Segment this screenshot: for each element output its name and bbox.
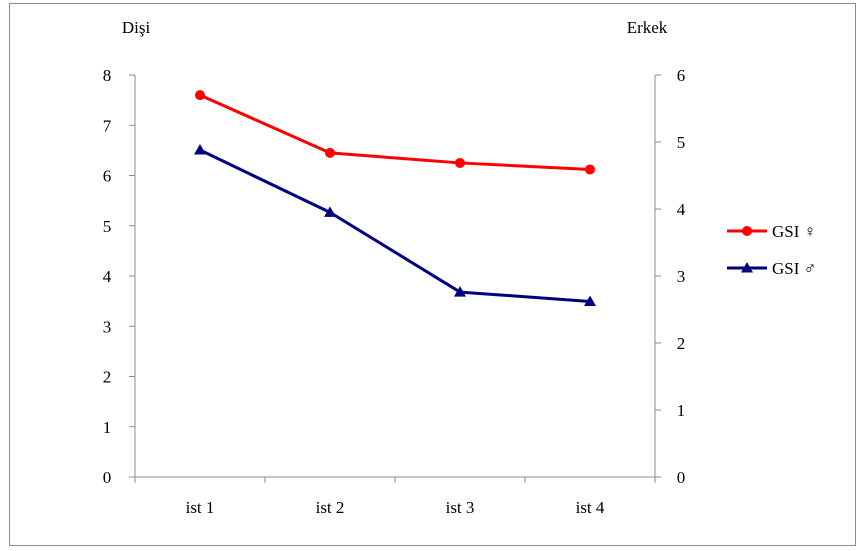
legend-item: GSI ♀ <box>727 222 816 241</box>
right-axis-tick-label: 5 <box>677 133 686 152</box>
data-point <box>194 144 206 155</box>
left-axis-tick-label: 5 <box>103 217 112 236</box>
left-axis-tick-label: 8 <box>103 66 112 85</box>
x-axis-tick-label: ist 2 <box>316 498 345 517</box>
data-point <box>325 147 335 158</box>
x-axis-tick-label: ist 3 <box>446 498 475 517</box>
left-axis-tick-label: 7 <box>103 116 112 135</box>
left-axis-tick-label: 0 <box>103 468 112 487</box>
legend: GSI ♀ GSI ♂ <box>727 222 816 278</box>
x-axis-tick-label: ist 1 <box>186 498 215 517</box>
x-axis: ist 1 ist 2 ist 3 ist 4 <box>134 476 656 517</box>
data-point <box>585 164 595 175</box>
right-axis-tick-label: 3 <box>677 267 686 286</box>
right-axis-title: Erkek <box>627 18 668 37</box>
data-point <box>195 90 205 101</box>
left-axis-tick-label: 1 <box>103 418 112 437</box>
series-line <box>199 93 591 171</box>
right-axis-tick-label: 2 <box>677 334 686 353</box>
legend-label: GSI ♂ <box>772 259 816 278</box>
data-point <box>455 157 465 168</box>
legend-marker <box>742 226 752 236</box>
legend-marker <box>741 262 753 273</box>
legend-item: GSI ♂ <box>727 259 816 278</box>
series-2 <box>194 144 596 306</box>
left-axis-title: Dişi <box>122 18 151 37</box>
series-1 <box>195 90 595 175</box>
right-axis-tick-label: 4 <box>677 200 686 219</box>
right-axis-tick-label: 6 <box>677 66 686 85</box>
left-axis-tick-label: 3 <box>103 317 112 336</box>
left-axis-tick-label: 4 <box>103 267 112 286</box>
x-axis-tick-label: ist 4 <box>576 498 605 517</box>
left-axis-tick-label: 6 <box>103 167 112 186</box>
right-axis-tick-label: 1 <box>677 401 686 420</box>
series-layer <box>194 90 596 306</box>
legend-label: GSI ♀ <box>772 222 816 241</box>
data-point <box>584 295 596 306</box>
left-axis-tick-label: 2 <box>103 368 112 387</box>
left-axis: 0 1 2 3 4 5 6 7 8 <box>103 66 136 487</box>
series-line <box>199 148 591 303</box>
right-axis-tick-label: 0 <box>677 468 686 487</box>
right-axis: 0 1 2 3 4 5 6 <box>654 66 686 487</box>
data-point <box>454 286 466 297</box>
data-point <box>324 206 336 217</box>
